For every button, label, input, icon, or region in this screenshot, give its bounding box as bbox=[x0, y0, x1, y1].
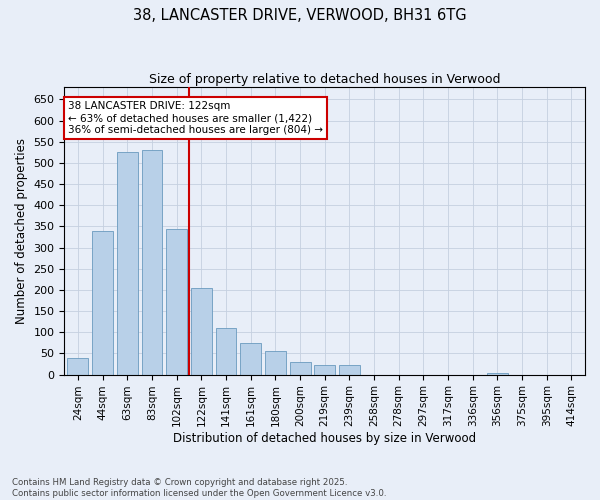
Title: Size of property relative to detached houses in Verwood: Size of property relative to detached ho… bbox=[149, 72, 500, 86]
Bar bbox=[265, 352, 286, 374]
Bar bbox=[240, 343, 261, 374]
Bar bbox=[67, 358, 88, 374]
Bar bbox=[487, 373, 508, 374]
Bar bbox=[166, 228, 187, 374]
Text: 38, LANCASTER DRIVE, VERWOOD, BH31 6TG: 38, LANCASTER DRIVE, VERWOOD, BH31 6TG bbox=[133, 8, 467, 22]
Bar bbox=[215, 328, 236, 374]
Y-axis label: Number of detached properties: Number of detached properties bbox=[15, 138, 28, 324]
Bar bbox=[290, 362, 311, 374]
Text: Contains HM Land Registry data © Crown copyright and database right 2025.
Contai: Contains HM Land Registry data © Crown c… bbox=[12, 478, 386, 498]
Bar bbox=[339, 366, 360, 374]
Text: 38 LANCASTER DRIVE: 122sqm
← 63% of detached houses are smaller (1,422)
36% of s: 38 LANCASTER DRIVE: 122sqm ← 63% of deta… bbox=[68, 102, 323, 134]
Bar bbox=[92, 230, 113, 374]
Bar bbox=[191, 288, 212, 374]
Bar bbox=[142, 150, 163, 374]
Bar bbox=[314, 366, 335, 374]
Bar bbox=[117, 152, 138, 374]
X-axis label: Distribution of detached houses by size in Verwood: Distribution of detached houses by size … bbox=[173, 432, 476, 445]
